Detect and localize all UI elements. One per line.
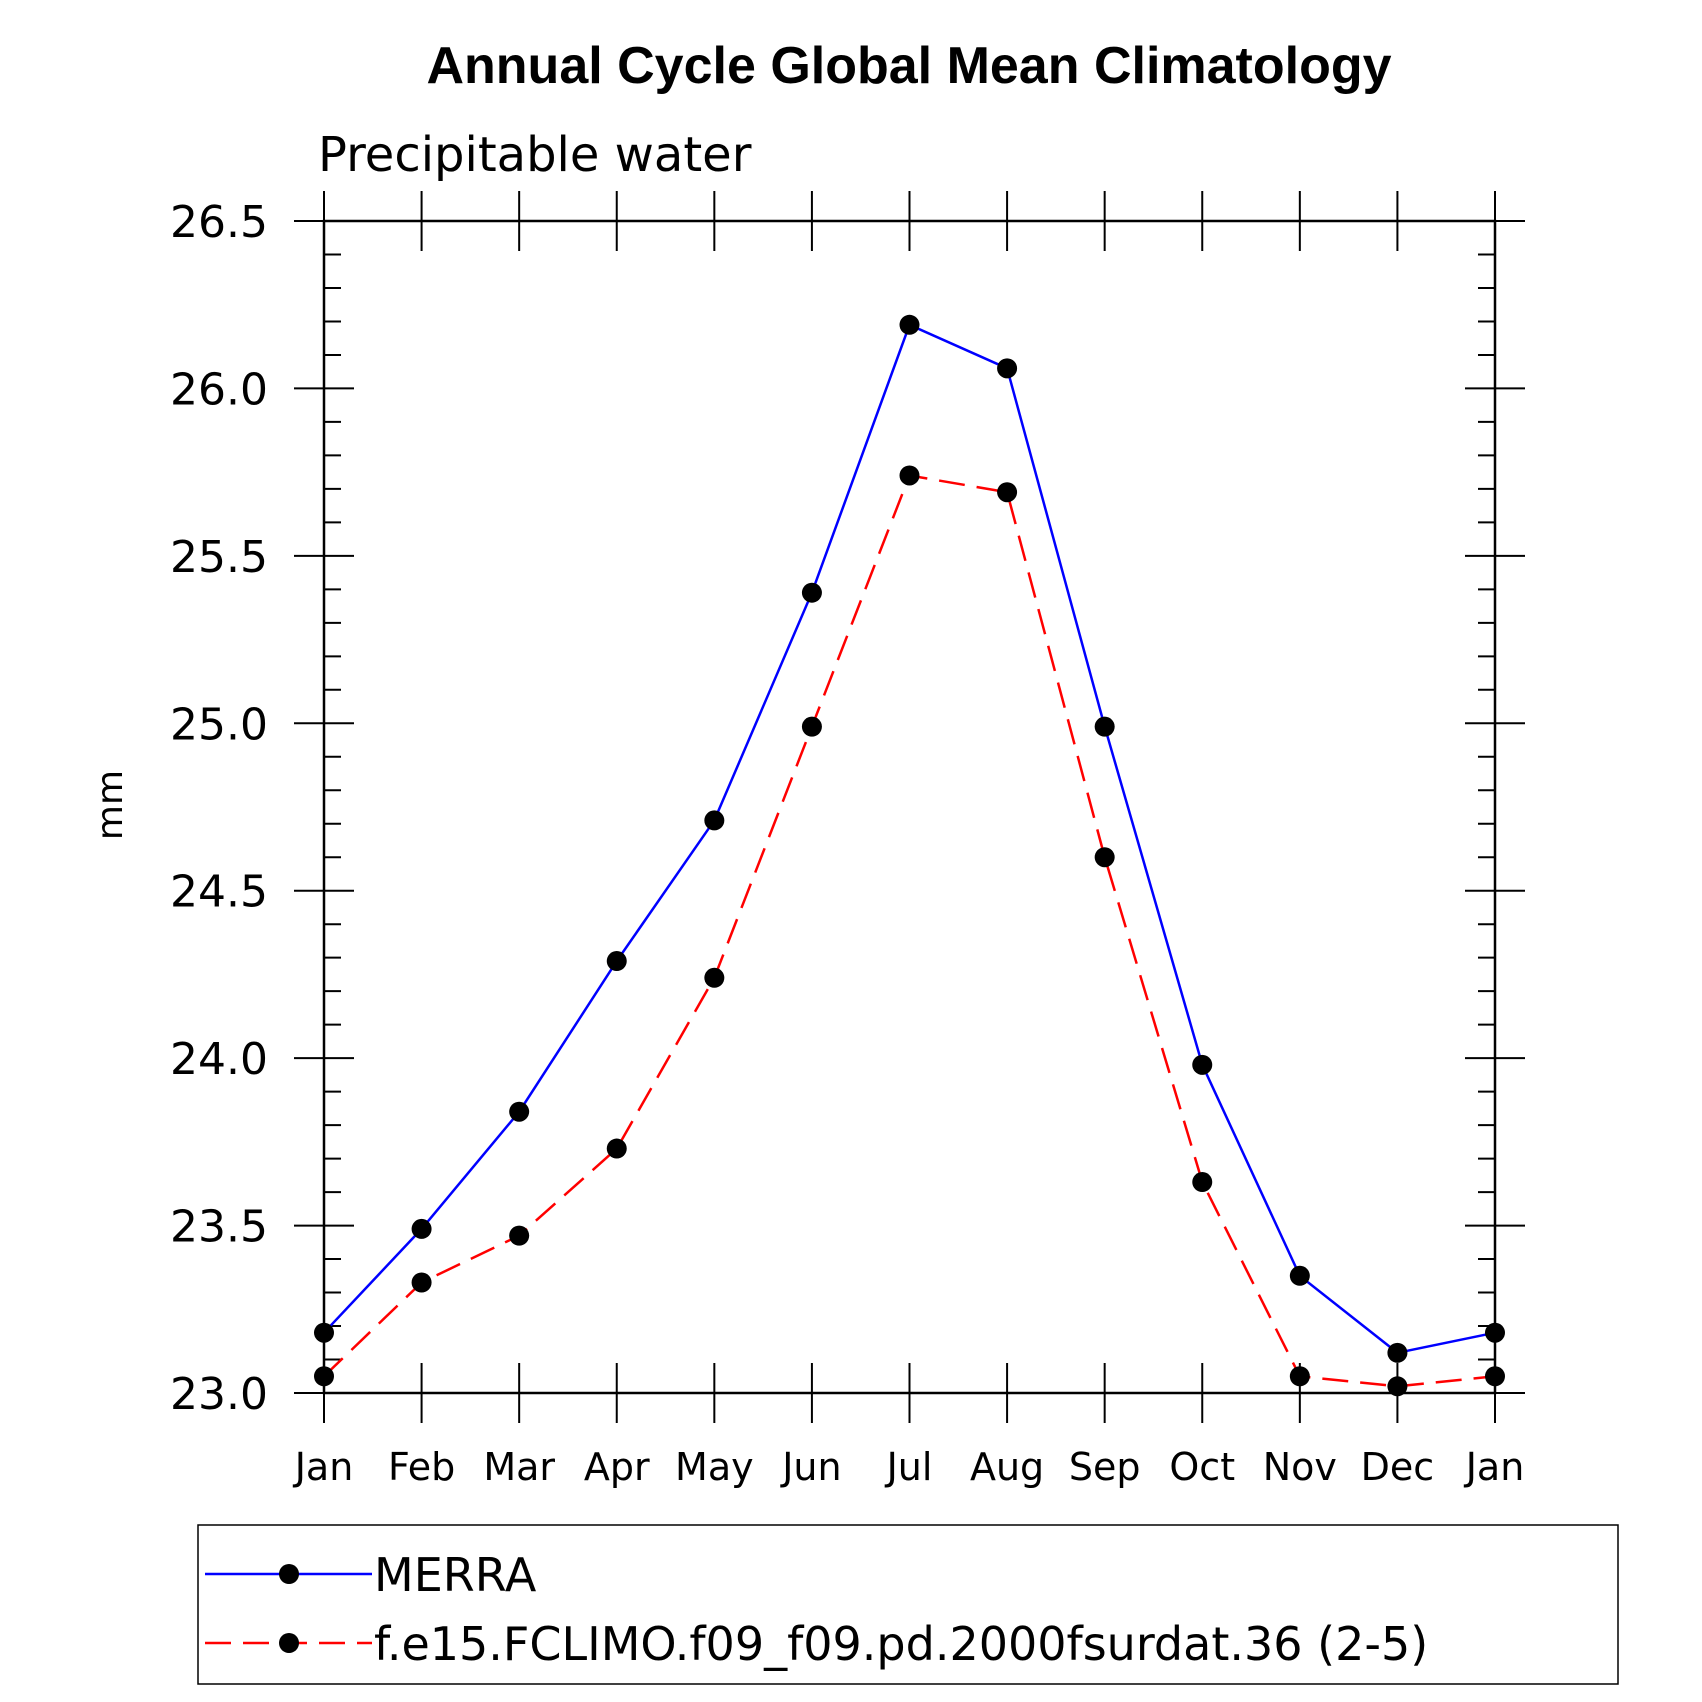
data-point xyxy=(1387,1342,1408,1363)
data-point xyxy=(1289,1265,1310,1286)
y-tick-label: 23.5 xyxy=(170,1202,268,1253)
data-point xyxy=(411,1272,432,1293)
y-tick-label: 23.0 xyxy=(170,1369,268,1420)
data-point xyxy=(1387,1376,1408,1397)
data-point xyxy=(704,967,725,988)
data-point xyxy=(1192,1172,1213,1193)
x-tick-labels: Jan Feb Mar Apr May Jun Jul Aug Sep Oct Nov Dec Jan xyxy=(293,1445,1525,1489)
chart-subtitle: Precipitable water xyxy=(318,127,752,183)
x-tick-label: May xyxy=(675,1445,754,1489)
x-tick-label: Aug xyxy=(970,1445,1044,1489)
y-tick-label: 25.0 xyxy=(170,699,268,750)
data-point xyxy=(1485,1366,1505,1387)
data-point xyxy=(1289,1366,1310,1387)
data-point xyxy=(997,358,1018,379)
data-point xyxy=(899,314,920,335)
legend-items: MERRA f.e15.FCLIMO.f09_f09.pd.2000fsurdat… xyxy=(205,1548,1428,1671)
series-layer xyxy=(314,314,1505,1397)
x-tick-label: Sep xyxy=(1069,1445,1141,1489)
x-tick-label: Apr xyxy=(584,1445,650,1489)
x-tick-label: Nov xyxy=(1263,1445,1337,1489)
y-tick-label: 24.0 xyxy=(170,1034,268,1085)
legend-label: f.e15.FCLIMO.f09_f09.pd.2000fsurdat.36 (… xyxy=(374,1617,1428,1671)
data-point xyxy=(314,1366,334,1387)
data-point xyxy=(801,716,822,737)
x-tick-label: Jan xyxy=(293,1445,354,1489)
data-point xyxy=(509,1225,530,1246)
y-axis-label: mm xyxy=(90,770,131,840)
x-tick-label: Jul xyxy=(885,1445,933,1489)
data-point xyxy=(314,1322,334,1343)
data-point xyxy=(1094,716,1115,737)
data-point xyxy=(606,951,627,972)
data-point xyxy=(1192,1054,1213,1075)
data-point xyxy=(509,1101,530,1122)
data-point xyxy=(606,1138,627,1159)
legend-box xyxy=(197,1524,1619,1685)
legend-marker xyxy=(279,1633,299,1653)
y-tick-label: 24.5 xyxy=(170,867,268,918)
data-point xyxy=(899,465,920,486)
data-point xyxy=(1485,1322,1505,1343)
legend: MERRA f.e15.FCLIMO.f09_f09.pd.2000fsurdat… xyxy=(197,1524,1619,1685)
plot-area-frame xyxy=(322,219,1497,1395)
x-tick-label: Mar xyxy=(483,1445,555,1489)
x-tick-label: Jun xyxy=(780,1445,841,1489)
chart-title: Annual Cycle Global Mean Climatology xyxy=(426,37,1391,95)
legend-marker xyxy=(279,1564,299,1584)
data-point xyxy=(704,810,725,831)
x-tick-label: Feb xyxy=(388,1445,455,1489)
x-tick-label: Jan xyxy=(1464,1445,1525,1489)
data-point xyxy=(1094,847,1115,868)
data-point xyxy=(997,482,1018,503)
x-tick-label: Oct xyxy=(1169,1445,1235,1489)
y-tick-labels: 23.0 23.5 24.0 24.5 25.0 25.5 26.0 26.5 xyxy=(170,197,268,1420)
y-tick-label: 26.0 xyxy=(170,364,268,415)
y-tick-label: 26.5 xyxy=(170,197,268,248)
x-tick-label: Dec xyxy=(1361,1445,1435,1489)
axis-ticks xyxy=(294,191,1525,1423)
y-tick-label: 25.5 xyxy=(170,532,268,583)
data-point xyxy=(801,582,822,603)
series-line xyxy=(323,474,1496,1388)
legend-label: MERRA xyxy=(374,1548,537,1602)
data-point xyxy=(411,1218,432,1239)
